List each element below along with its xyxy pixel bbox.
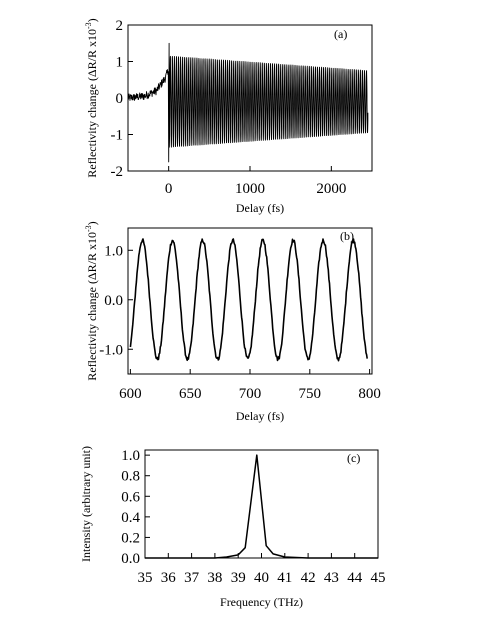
panel-2-xtick-label: 45	[371, 570, 386, 586]
panel-1-xlabel: Delay (fs)	[236, 409, 284, 423]
panel-1-axes: 600 650 700 750 800 -1.0 0.0 1.0 Delay (fs) Refle…	[84, 221, 381, 423]
panel-2-xtick-label: 43	[324, 570, 339, 586]
panel-2-label: (c)	[347, 451, 360, 465]
panel-0-label: (a)	[334, 27, 347, 41]
panel-2-xtick-label: 39	[231, 570, 246, 586]
panel-2-ytick-label: 0.4	[121, 510, 140, 526]
panel-0-ylabel: Reflectivity change (ΔR/R x10-3)	[84, 18, 99, 177]
panel-2-series-line	[145, 454, 378, 559]
panel-2-xtick-label: 40	[254, 570, 269, 586]
panel-2-xtick-label: 37	[184, 570, 200, 586]
panel-1-ytick-label: 1.0	[104, 243, 123, 259]
panel-2-xtick-label: 42	[301, 570, 316, 586]
panel-0-series-line	[127, 42, 369, 163]
panel-1-ytick-label: 0.0	[104, 293, 123, 309]
panel-0-ytick-label: -1	[111, 128, 124, 144]
panel-0-ytick-label: -2	[111, 164, 124, 180]
panel-2-axes: 35 36 37 38 39 40 41 42 43 44 45 0.0 0.2 0.4 0.6 0.8 1.0…	[79, 446, 386, 609]
panel-0-xtick-label: 2000	[316, 181, 346, 197]
panel-1-xtick-label: 750	[299, 386, 322, 402]
panel-2-ytick-label: 0.8	[121, 469, 140, 485]
panel-2-ylabel: Intensity (arbitrary unit)	[79, 446, 93, 562]
panel-0-ytick-label: 1	[116, 55, 124, 71]
panel-1-xtick-label: 800	[358, 386, 381, 402]
panel-1-label: (b)	[340, 229, 354, 243]
panel-2-xlabel: Frequency (THz)	[220, 595, 303, 609]
panel-2-xtick-label: 41	[277, 570, 292, 586]
panel-2-ytick-label: 0.2	[121, 530, 140, 546]
panel-0-axes: 0 1000 2000 -2 -1 0 1 2 Delay (fs) Reflectivity c…	[84, 18, 373, 215]
panel-1-xtick-label: 700	[239, 386, 262, 402]
panel-1-xtick-label: 650	[179, 386, 202, 402]
panel-1-xtick-label: 600	[119, 386, 142, 402]
panel-2-xtick-label: 44	[347, 570, 363, 586]
panel-1-ylabel: Reflectivity change (ΔR/R x10-3)	[84, 221, 99, 380]
panel-0-xtick-label: 0	[165, 181, 173, 197]
panel-2-xtick-label: 36	[161, 570, 177, 586]
panel-0-ytick-label: 0	[116, 91, 124, 107]
panel-2-ytick-label: 0.0	[121, 551, 140, 567]
panel-2-xtick-label: 35	[138, 570, 153, 586]
panel-0-ytick-label: 2	[116, 18, 124, 34]
panel-0-xtick-label: 1000	[235, 181, 265, 197]
panel-2-ytick-label: 0.6	[121, 489, 140, 505]
panel-2-ytick-label: 1.0	[121, 448, 140, 464]
panel-2-xtick-label: 38	[207, 570, 222, 586]
panel-0-xlabel: Delay (fs)	[236, 201, 284, 215]
panel-1-ytick-label: -1.0	[99, 342, 123, 358]
panel-1-series-line	[129, 238, 368, 362]
